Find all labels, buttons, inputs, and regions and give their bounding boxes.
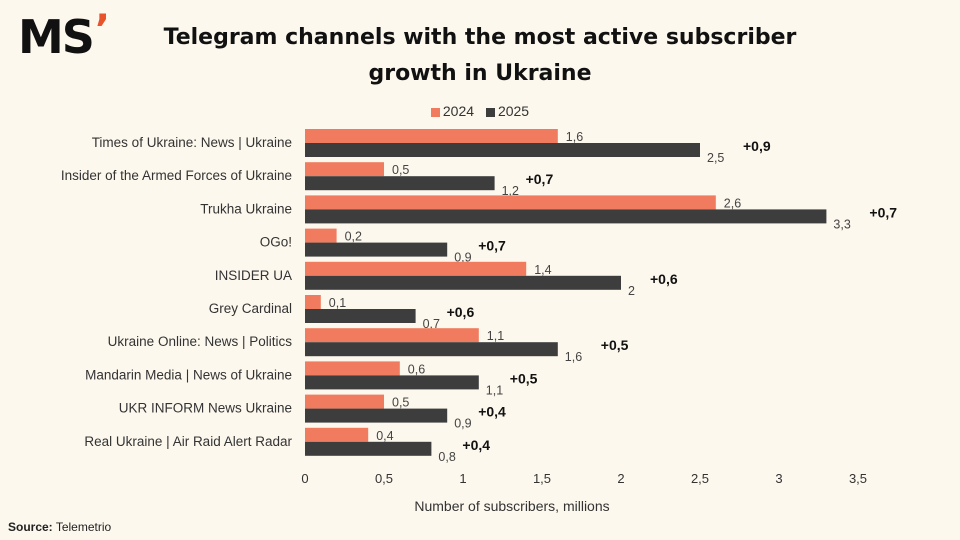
x-axis-title: Number of subscribers, millions — [414, 498, 609, 514]
data-label-2025: 0,9 — [454, 251, 471, 265]
growth-annotation: +0,5 — [510, 370, 538, 386]
x-tick-label: 1,5 — [533, 471, 551, 486]
category-label: Grey Cardinal — [209, 301, 292, 316]
bar-2025 — [305, 441, 432, 456]
data-label-2025: 1,2 — [502, 184, 519, 198]
data-label-2025: 1,6 — [565, 350, 582, 364]
bar-2025 — [305, 176, 495, 191]
bar-2025 — [305, 408, 448, 423]
category-label: Insider of the Armed Forces of Ukraine — [61, 168, 292, 183]
growth-annotation: +0,4 — [478, 404, 506, 420]
chart-title: Telegram channels with the most active s… — [163, 25, 797, 86]
data-label-2025: 0,9 — [454, 417, 471, 431]
data-label-2024: 0,4 — [376, 429, 393, 443]
data-label-2024: 2,6 — [724, 196, 741, 210]
growth-annotation: +0,9 — [743, 138, 771, 154]
category-label: Mandarin Media | News of Ukraine — [85, 367, 292, 382]
legend-label-2024: 2024 — [442, 103, 475, 119]
legend-item-2025: 2025 — [485, 103, 530, 119]
data-label-2024: 1,6 — [566, 130, 583, 144]
legend-swatch-2024 — [430, 107, 440, 117]
x-tick-label: 0 — [301, 471, 308, 486]
bar-2024 — [305, 361, 400, 376]
bar-2024 — [305, 427, 369, 442]
x-tick-label: 3,5 — [849, 471, 867, 486]
bar-2024 — [305, 162, 384, 177]
data-label-2025: 3,3 — [833, 217, 850, 231]
x-tick-label: 1 — [459, 471, 466, 486]
category-label: Trukha Ukraine — [200, 201, 292, 216]
data-label-2025: 2,5 — [707, 151, 724, 165]
category-label: INSIDER UA — [215, 268, 292, 283]
bar-2025 — [305, 209, 827, 224]
logo-accent: ’ — [94, 7, 110, 53]
data-label-2024: 0,2 — [345, 230, 362, 244]
bar-2024 — [305, 328, 479, 343]
x-tick-label: 0,5 — [375, 471, 393, 486]
bar-2025 — [305, 143, 700, 157]
legend-item-2024: 2024 — [430, 103, 475, 119]
data-label-2024: 0,5 — [392, 163, 409, 177]
bar-2024 — [305, 129, 558, 143]
growth-annotation: +0,7 — [526, 171, 554, 187]
source-note: Source: Telemetrio — [8, 520, 111, 534]
data-label-2025: 2 — [628, 284, 635, 298]
legend: 2024 2025 — [0, 103, 960, 119]
x-tick-label: 2,5 — [691, 471, 709, 486]
category-label: OGo! — [260, 235, 292, 250]
bar-2024 — [305, 261, 527, 276]
bar-2025 — [305, 242, 448, 257]
data-label-2024: 0,1 — [329, 296, 346, 310]
source-value: Telemetrio — [55, 520, 112, 534]
bar-2024 — [305, 394, 384, 409]
ms-logo: MS’ — [18, 7, 110, 64]
legend-label-2025: 2025 — [497, 103, 530, 119]
data-label-2024: 1,1 — [487, 329, 504, 343]
category-label: Ukraine Online: News | Politics — [108, 334, 293, 349]
logo-text: MS — [18, 10, 95, 64]
growth-annotation: +0,6 — [650, 271, 678, 287]
legend-swatch-2025 — [485, 107, 495, 117]
growth-annotation: +0,5 — [601, 337, 629, 353]
data-label-2024: 1,4 — [534, 263, 551, 277]
data-label-2024: 0,6 — [408, 362, 425, 376]
bar-2025 — [305, 342, 558, 357]
category-label: Times of Ukraine: News | Ukraine — [92, 135, 292, 150]
data-label-2024: 0,5 — [392, 396, 409, 410]
growth-annotation: +0,4 — [462, 437, 490, 453]
data-label-2025: 0,7 — [423, 317, 440, 331]
bar-2024 — [305, 295, 321, 309]
source-label: Source: — [8, 520, 53, 534]
bar-2025 — [305, 309, 416, 323]
growth-annotation: +0,7 — [869, 204, 897, 220]
growth-annotation: +0,6 — [447, 304, 475, 320]
data-label-2025: 0,8 — [438, 450, 455, 464]
growth-annotation: +0,7 — [478, 238, 506, 254]
x-tick-label: 2 — [617, 471, 624, 486]
bar-2024 — [305, 195, 716, 210]
category-label: Real Ukraine | Air Raid Alert Radar — [84, 434, 292, 449]
bar-2025 — [305, 275, 621, 290]
category-label: UKR INFORM News Ukraine — [119, 401, 292, 416]
data-label-2025: 1,1 — [486, 383, 503, 397]
x-tick-label: 3 — [775, 471, 782, 486]
bar-2025 — [305, 375, 479, 390]
bar-2024 — [305, 228, 337, 243]
